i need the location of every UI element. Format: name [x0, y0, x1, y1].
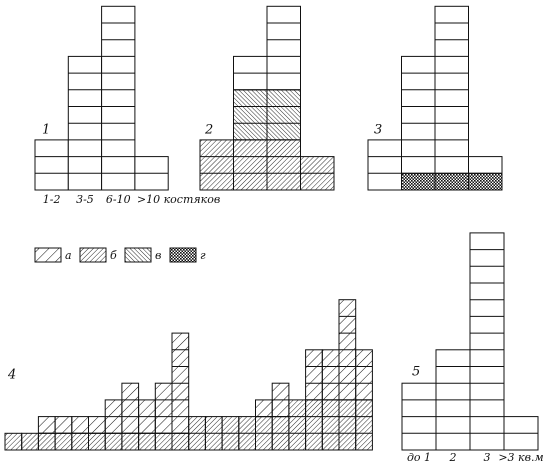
block-segment: [305, 349, 323, 401]
category-label: 2: [449, 451, 457, 464]
block-segment: [171, 432, 190, 451]
block-segment: [138, 432, 156, 451]
legend-label: в: [155, 249, 161, 262]
legend-swatch: [79, 247, 107, 263]
panel-number: 1: [42, 123, 50, 138]
block-segment: [321, 399, 340, 451]
category-label: 3-5: [76, 193, 94, 206]
block-segment: [468, 172, 503, 191]
block-segment: [21, 432, 39, 451]
legend-swatch: [124, 247, 152, 263]
block-segment: [71, 416, 90, 434]
block-segment: [266, 89, 301, 141]
category-label: 6-10: [106, 193, 131, 206]
block-segment: [71, 432, 90, 451]
category-label: 3: [484, 451, 491, 464]
legend-swatch: [169, 247, 197, 263]
category-label: >3 кв.м: [498, 451, 543, 464]
block-segment: [104, 432, 123, 451]
block-segment: [266, 5, 301, 91]
block-segment: [154, 382, 173, 434]
legend-label: г: [200, 249, 206, 262]
panel-number: 3: [374, 123, 382, 138]
block-segment: [88, 416, 106, 434]
block-segment: [338, 399, 357, 451]
block-segment: [4, 432, 23, 451]
block-segment: [88, 432, 106, 451]
panel-number: 4: [7, 368, 16, 383]
panel-number: 2: [204, 123, 213, 138]
block-segment: [434, 172, 469, 191]
block-segment: [401, 172, 436, 191]
block-segment: [54, 416, 73, 434]
block-segment: [34, 139, 69, 191]
block-segment: [121, 432, 140, 451]
legend-label: б: [110, 249, 117, 262]
block-segment: [266, 139, 301, 191]
category-label: до 1: [407, 451, 431, 464]
category-label: 1-2: [43, 193, 61, 206]
block-segment: [121, 382, 140, 434]
block-segment: [37, 432, 56, 451]
block-segment: [154, 432, 173, 451]
block-segment: [468, 156, 503, 174]
block-segment: [101, 5, 136, 191]
block-segment: [54, 432, 73, 451]
block-segment: [321, 349, 340, 401]
block-segment: [355, 399, 373, 451]
block-segment: [199, 139, 234, 191]
legend-swatch: [34, 247, 62, 263]
block-segment: [37, 416, 56, 434]
block-segment: [305, 399, 323, 451]
block-segment: [255, 399, 273, 418]
block-segment: [469, 232, 505, 451]
category-label: >10 костяков: [137, 193, 220, 206]
block-segment: [401, 55, 436, 174]
block-segment: [367, 139, 402, 191]
legend-label: а: [65, 249, 72, 262]
block-segment: [355, 349, 373, 401]
block-segment: [233, 89, 268, 141]
panel-number: 5: [412, 365, 420, 380]
block-segment: [288, 399, 307, 451]
block-segment: [233, 139, 268, 191]
